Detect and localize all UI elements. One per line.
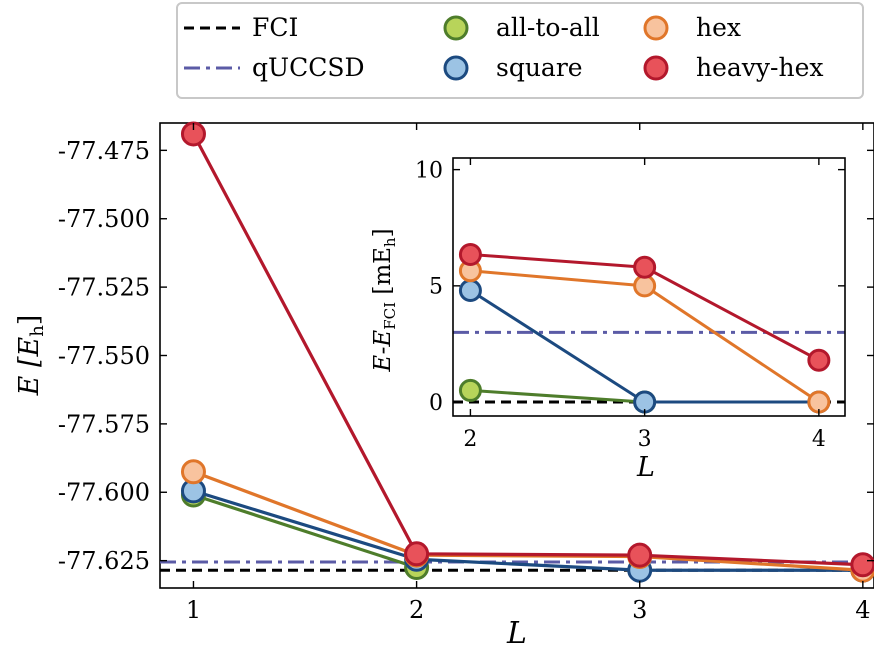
main-point-heavy-hex: [627, 542, 653, 568]
inset-x-tick-label: 4: [812, 427, 826, 452]
main-series-line-heavy-hex: [192, 133, 863, 567]
main-y-tick-label: -77.625: [58, 547, 150, 575]
inset-x-tick-label: 2: [463, 427, 477, 452]
main-x-tick-label: 4: [855, 596, 870, 624]
inset-point-all-to-all: [458, 378, 482, 402]
inset-y-tick-label: 0: [429, 391, 443, 416]
inset-plot: 2 3 4 0 5 10 L E-EFCI [mEh]: [370, 157, 846, 483]
inset-plot-frame: [452, 157, 846, 417]
inset-point-square: [458, 278, 482, 302]
main-x-tick-label: 2: [409, 596, 424, 624]
legend-swatch-heavy-hex: [643, 55, 669, 81]
main-series-line-square: [192, 489, 863, 572]
legend-item-square: square: [443, 53, 583, 82]
legend-items: FCI all-to-all hex qUCCSD square heavy-hex: [184, 13, 824, 82]
legend-label-fci: FCI: [252, 13, 298, 42]
main-x-tick-label: 3: [632, 596, 647, 624]
inset-y-tick-label: 10: [415, 158, 443, 183]
main-x-axis-label: L: [506, 616, 527, 651]
main-point-heavy-hex: [850, 552, 874, 578]
main-y-tick-label: -77.600: [58, 479, 150, 507]
legend-item-hex: hex: [643, 13, 741, 42]
main-point-heavy-hex: [404, 541, 430, 567]
main-series-group: [180, 121, 874, 583]
main-y-tick-label: -77.525: [58, 274, 150, 302]
legend-label-heavy-hex: heavy-hex: [696, 53, 824, 82]
inset-y-tick-label: 5: [429, 275, 443, 300]
main-x-tick-label: 1: [186, 596, 201, 624]
inset-point-heavy-hex: [807, 348, 831, 372]
inset-x-axis-label: L: [636, 452, 655, 483]
inset-x-tick-label: 3: [638, 427, 652, 452]
legend-swatch-all-to-all: [443, 15, 469, 41]
legend-frame: [176, 2, 864, 99]
main-ticks: 1 2 3 4 -77.475 -77.500 -77.525 -77.550 -77.575 -…: [58, 123, 874, 624]
inset-point-heavy-hex: [458, 242, 482, 266]
inset-y-axis-label: E-EFCI [mEh]: [370, 228, 399, 372]
main-point-heavy-hex: [180, 121, 206, 147]
main-series-line-all-to-all: [192, 493, 418, 570]
main-y-tick-label: -77.475: [58, 137, 150, 165]
legend-swatch-square: [443, 55, 469, 81]
legend-label-quccsd: qUCCSD: [252, 53, 365, 82]
inset-point-hex: [633, 274, 657, 298]
main-y-axis-label: E [Eh]: [14, 315, 48, 397]
legend-swatch-hex: [643, 15, 669, 41]
legend-label-hex: hex: [696, 13, 741, 42]
inset-series-line-all-to-all: [470, 388, 645, 404]
legend-label-all-to-all: all-to-all: [496, 13, 600, 42]
legend-item-all-to-all: all-to-all: [443, 13, 600, 42]
legend-item-quccsd: qUCCSD: [184, 53, 365, 82]
legend-label-square: square: [496, 53, 583, 82]
legend: FCI all-to-all hex qUCCSD square heavy-hex: [176, 2, 864, 99]
main-point-hex: [180, 459, 206, 485]
main-y-tick-label: -77.550: [58, 342, 150, 370]
main-y-tick-label: -77.500: [58, 205, 150, 233]
inset-series-heavy-hex: [458, 242, 831, 372]
main-plot: 1 2 3 4 -77.475 -77.500 -77.525 -77.550 -77.575 -…: [14, 121, 874, 651]
inset-point-heavy-hex: [633, 255, 657, 279]
main-y-tick-label: -77.575: [58, 410, 150, 438]
inset-ticks: 2 3 4 0 5 10: [415, 158, 845, 452]
main-series-heavy-hex: [180, 121, 874, 578]
legend-item-fci: FCI: [184, 13, 298, 42]
legend-item-heavy-hex: heavy-hex: [643, 53, 824, 82]
